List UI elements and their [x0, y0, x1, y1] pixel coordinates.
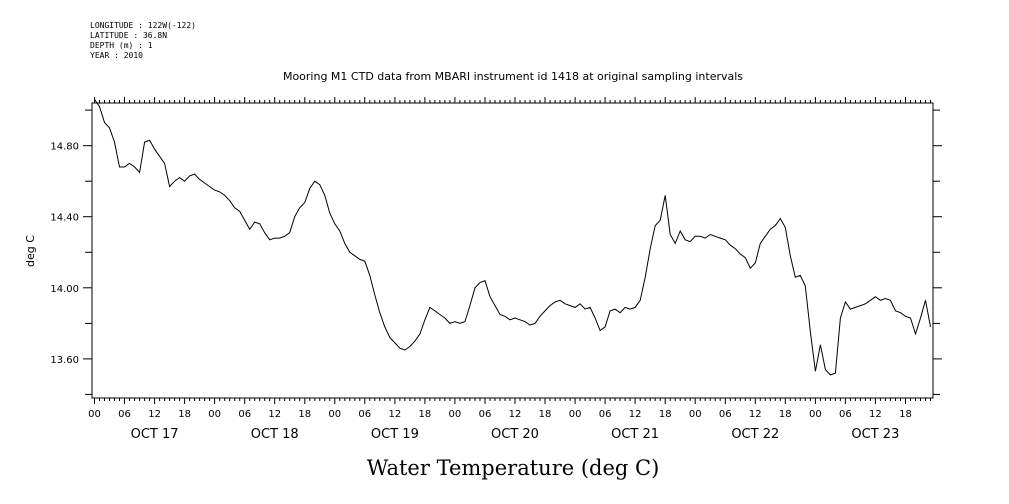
x-tick-label: 12 — [509, 409, 522, 420]
metadata-latitude: LATITUDE : 36.8N — [90, 31, 168, 40]
x-tick-label: 06 — [479, 409, 492, 420]
x-tick-label: 18 — [779, 409, 792, 420]
x-tick-label: 12 — [148, 409, 161, 420]
plot-frame — [91, 102, 934, 399]
y-tick-label: 14.80 — [50, 142, 79, 153]
y-axis: 13.60 14.00 14.40 14.80 — [50, 109, 942, 395]
x-tick-label: 06 — [118, 409, 131, 420]
x-tick-label: 18 — [659, 409, 672, 420]
y-tick-label: 14.00 — [50, 284, 79, 295]
x-tick-label: 12 — [389, 409, 402, 420]
x-tick-label: 06 — [599, 409, 612, 420]
x-day-label: OCT 20 — [491, 427, 539, 442]
x-axis-label: Water Temperature (deg C) — [367, 456, 660, 480]
metadata-depth: DEPTH (m) : 1 — [90, 41, 153, 50]
x-tick-label: 00 — [569, 409, 582, 420]
x-tick-label: 00 — [88, 409, 101, 420]
x-day-label: OCT 17 — [131, 427, 179, 442]
y-axis-label: deg C — [24, 235, 37, 267]
x-day-label: OCT 19 — [371, 427, 419, 442]
x-tick-label: 12 — [869, 409, 882, 420]
x-day-label: OCT 18 — [251, 427, 299, 442]
metadata-longitude: LONGITUDE : 122W(-122) — [90, 21, 196, 30]
x-tick-label: 00 — [689, 409, 702, 420]
x-tick-label: 12 — [749, 409, 762, 420]
x-minor-tick-marks — [94, 97, 931, 404]
x-day-label: OCT 22 — [731, 427, 779, 442]
x-tick-label: 00 — [208, 409, 221, 420]
x-tick-label: 06 — [839, 409, 852, 420]
y-tick-label: 14.40 — [50, 213, 79, 224]
x-tick-label: 06 — [238, 409, 251, 420]
x-tick-label: 18 — [178, 409, 191, 420]
x-tick-label: 00 — [809, 409, 822, 420]
x-tick-label: 18 — [539, 409, 552, 420]
x-day-label: OCT 23 — [851, 427, 899, 442]
x-tick-label: 18 — [298, 409, 311, 420]
x-tick-label: 06 — [719, 409, 732, 420]
x-tick-label: 18 — [899, 409, 912, 420]
x-day-label: OCT 21 — [611, 427, 659, 442]
x-tick-label: 00 — [449, 409, 462, 420]
x-tick-label: 12 — [268, 409, 281, 420]
x-tick-label: 06 — [358, 409, 371, 420]
x-tick-label: 00 — [328, 409, 341, 420]
water-temperature-line — [94, 99, 931, 376]
metadata-year: YEAR : 2010 — [90, 51, 143, 60]
x-tick-label: 18 — [419, 409, 432, 420]
chart-title: Mooring M1 CTD data from MBARI instrumen… — [283, 70, 743, 83]
y-tick-label: 13.60 — [50, 355, 79, 366]
x-tick-label: 12 — [629, 409, 642, 420]
minor-ticks — [94, 97, 931, 404]
metadata-block: LONGITUDE : 122W(-122) LATITUDE : 36.8N … — [90, 21, 196, 61]
